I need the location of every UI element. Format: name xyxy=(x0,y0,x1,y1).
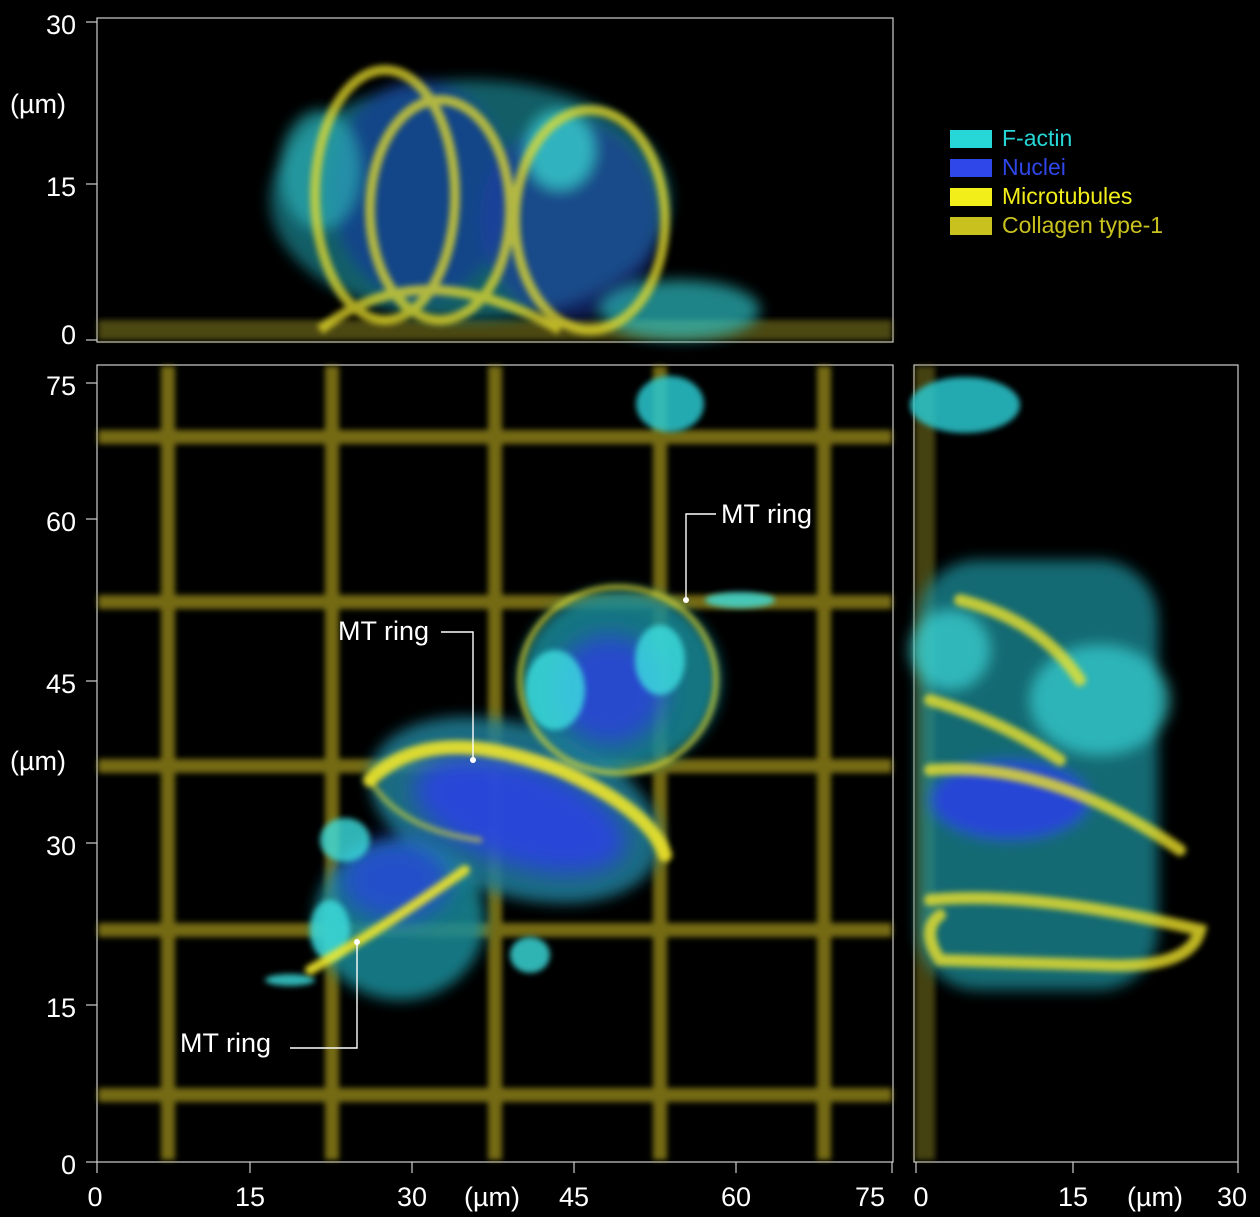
legend-item-nuclei: Nuclei xyxy=(950,153,1163,182)
main-y-unit: (µm) xyxy=(10,746,66,776)
main-y-tick-0: 0 xyxy=(61,1150,76,1180)
top-y-unit: (µm) xyxy=(10,89,66,119)
legend-swatch-f-actin xyxy=(950,129,992,148)
legend-item-collagen: Collagen type-1 xyxy=(950,211,1163,240)
legend-swatch-collagen xyxy=(950,216,992,235)
legend-label-collagen: Collagen type-1 xyxy=(1002,212,1164,238)
side-x-unit: (µm) xyxy=(1127,1182,1183,1212)
main-x-tick-45: 45 xyxy=(559,1182,589,1212)
main-view-panel: MT ring MT ring MT ring 75 60 45 30 15 0… xyxy=(10,364,894,1212)
main-x-tick-75: 75 xyxy=(855,1182,885,1212)
legend: F-actin Nuclei Microtubules Collagen typ… xyxy=(950,124,1163,240)
top-y-tick-15: 15 xyxy=(46,172,76,202)
legend-swatch-nuclei xyxy=(950,158,992,177)
annotation-mt-ring-2: MT ring xyxy=(338,616,429,646)
cell-cluster xyxy=(265,584,775,1000)
side-x-tick-0: 0 xyxy=(913,1182,928,1212)
legend-item-f-actin: F-actin xyxy=(950,124,1163,153)
legend-swatch-microtubules xyxy=(950,187,992,206)
annotation-mt-ring-3: MT ring xyxy=(180,1028,271,1058)
legend-label-microtubules: Microtubules xyxy=(1002,183,1133,209)
side-view-panel: 0 15 (µm) 30 xyxy=(910,364,1247,1212)
legend-label-nuclei: Nuclei xyxy=(1002,154,1066,180)
annotations xyxy=(290,513,716,1049)
legend-label-f-actin: F-actin xyxy=(1002,125,1073,151)
top-y-tick-30: 30 xyxy=(46,10,76,40)
main-x-tick-0: 0 xyxy=(87,1182,102,1212)
main-x-unit: (µm) xyxy=(464,1182,520,1212)
main-x-tick-15: 15 xyxy=(235,1182,265,1212)
annotation-mt-ring-1: MT ring xyxy=(721,499,812,529)
main-y-tick-75: 75 xyxy=(46,371,76,401)
main-y-tick-60: 60 xyxy=(46,507,76,537)
main-y-tick-45: 45 xyxy=(46,669,76,699)
side-x-tick-15: 15 xyxy=(1058,1182,1088,1212)
main-y-tick-30: 30 xyxy=(46,831,76,861)
side-x-tick-30: 30 xyxy=(1217,1182,1247,1212)
main-y-tick-15: 15 xyxy=(46,993,76,1023)
main-x-tick-30: 30 xyxy=(397,1182,427,1212)
main-x-tick-60: 60 xyxy=(721,1182,751,1212)
top-view-panel: 30 15 0 (µm) xyxy=(10,10,894,350)
top-y-tick-0: 0 xyxy=(61,320,76,350)
legend-item-microtubules: Microtubules xyxy=(950,182,1163,211)
